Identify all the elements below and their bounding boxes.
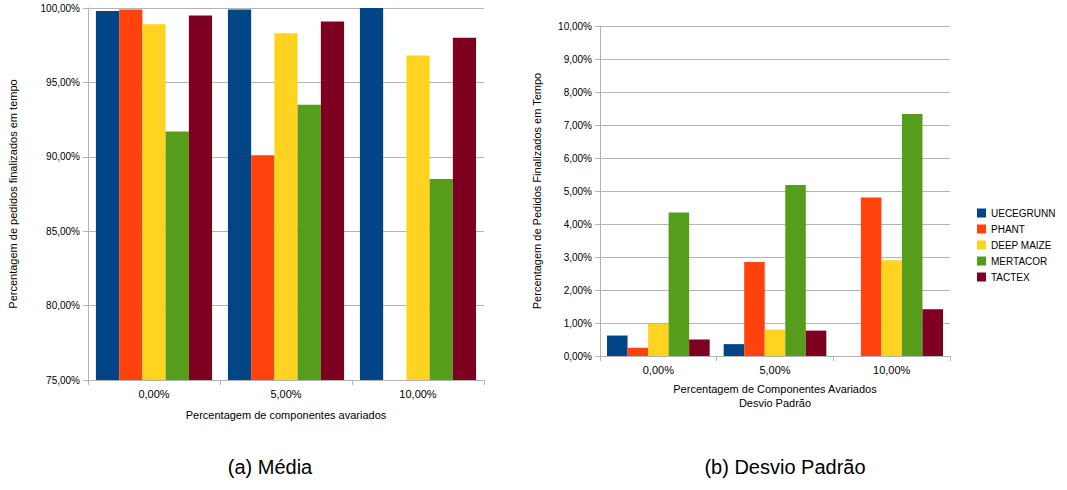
svg-text:8,00%: 8,00%	[564, 87, 592, 98]
svg-text:10,00%: 10,00%	[873, 364, 911, 376]
svg-text:PHANT: PHANT	[991, 224, 1025, 235]
svg-text:5,00%: 5,00%	[270, 388, 301, 400]
svg-text:2,00%: 2,00%	[564, 285, 592, 296]
svg-text:4,00%: 4,00%	[564, 219, 592, 230]
svg-text:0,00%: 0,00%	[138, 388, 169, 400]
svg-text:(b) Desvio Padrão: (b) Desvio Padrão	[704, 456, 865, 478]
svg-text:5,00%: 5,00%	[759, 364, 790, 376]
svg-text:Desvio Padrão: Desvio Padrão	[739, 397, 811, 409]
svg-text:MERTACOR: MERTACOR	[991, 256, 1047, 267]
svg-text:9,00%: 9,00%	[564, 54, 592, 65]
svg-text:10,00%: 10,00%	[399, 388, 437, 400]
svg-text:(a) Média: (a) Média	[228, 456, 313, 478]
svg-text:TACTEX: TACTEX	[991, 272, 1030, 283]
svg-text:3,00%: 3,00%	[564, 252, 592, 263]
svg-text:10,00%: 10,00%	[558, 21, 592, 32]
svg-text:1,00%: 1,00%	[564, 318, 592, 329]
svg-text:6,00%: 6,00%	[564, 153, 592, 164]
svg-text:100,00%: 100,00%	[41, 3, 81, 14]
svg-text:80,00%: 80,00%	[46, 300, 80, 311]
svg-text:DEEP MAIZE: DEEP MAIZE	[991, 240, 1052, 251]
svg-text:85,00%: 85,00%	[46, 226, 80, 237]
svg-text:Percentagem de componentes ava: Percentagem de componentes avariados	[186, 409, 387, 421]
svg-text:Percentagem de Pedidos Finaliz: Percentagem de Pedidos Finalizados em Te…	[531, 73, 543, 309]
svg-text:7,00%: 7,00%	[564, 120, 592, 131]
svg-text:0,00%: 0,00%	[564, 351, 592, 362]
svg-text:90,00%: 90,00%	[46, 151, 80, 162]
svg-text:75,00%: 75,00%	[46, 375, 80, 386]
svg-text:UECEGRUNN: UECEGRUNN	[991, 208, 1055, 219]
svg-text:5,00%: 5,00%	[564, 186, 592, 197]
svg-text:0,00%: 0,00%	[643, 364, 674, 376]
svg-text:Percentagem de pedidos finaliz: Percentagem de pedidos finalizados em te…	[7, 79, 19, 308]
svg-text:95,00%: 95,00%	[46, 77, 80, 88]
svg-text:Percentagem de Componentes Ava: Percentagem de Componentes Avariados	[673, 383, 877, 395]
